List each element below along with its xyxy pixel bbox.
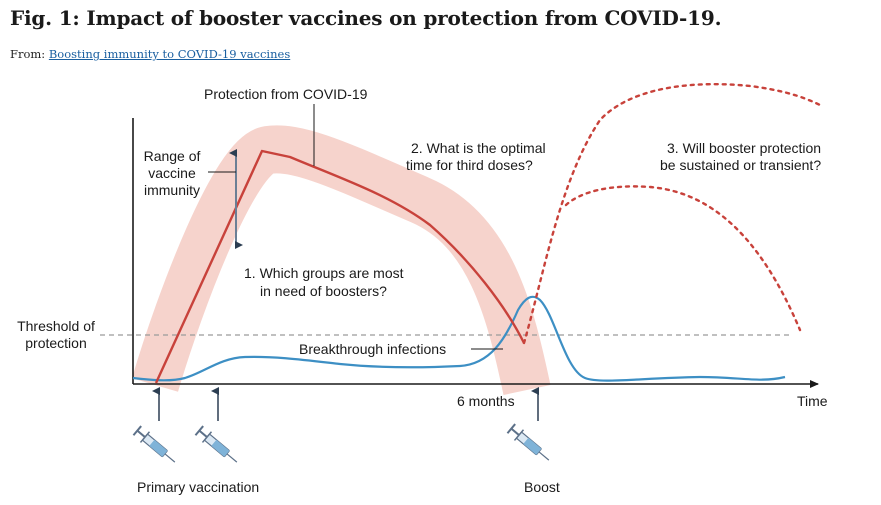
breakthrough-label: Breakthrough infections [299,341,446,357]
question-1-line-1: 1. Which groups are most [244,265,404,281]
boost-label: Boost [524,479,560,495]
six-months-label: 6 months [457,393,515,409]
source-line: From: Boosting immunity to COVID-19 vacc… [10,47,290,61]
threshold-label-2: protection [25,335,86,351]
range-label-2: vaccine [148,165,196,181]
question-2-line-1: 2. What is the optimal [411,140,546,156]
figure-title: Fig. 1: Impact of booster vaccines on pr… [10,6,722,30]
threshold-label-1: Threshold of [17,318,95,334]
syringe-icon [194,425,238,463]
question-2-line-2: time for third doses? [406,157,533,173]
booster-projection-transient [564,185,802,332]
immunity-range-band [131,125,551,395]
range-label-3: immunity [144,182,200,198]
primary-vaccination-label: Primary vaccination [137,479,259,495]
booster-projection-sustained [522,83,824,345]
range-label-1: Range of [144,148,201,164]
syringe-icon [132,425,176,463]
time-label: Time [797,393,828,409]
question-1-line-2: in need of boosters? [260,283,387,299]
protection-curve [154,149,526,384]
protection-label: Protection from COVID-19 [204,86,368,102]
breakthrough-infections-curve [132,295,786,382]
syringe-icon [506,423,550,461]
source-prefix: From: [10,47,49,61]
question-3-line-1: 3. Will booster protection [667,140,821,156]
source-link[interactable]: Boosting immunity to COVID-19 vaccines [48,47,291,61]
question-3-line-2: be sustained or transient? [660,157,821,173]
